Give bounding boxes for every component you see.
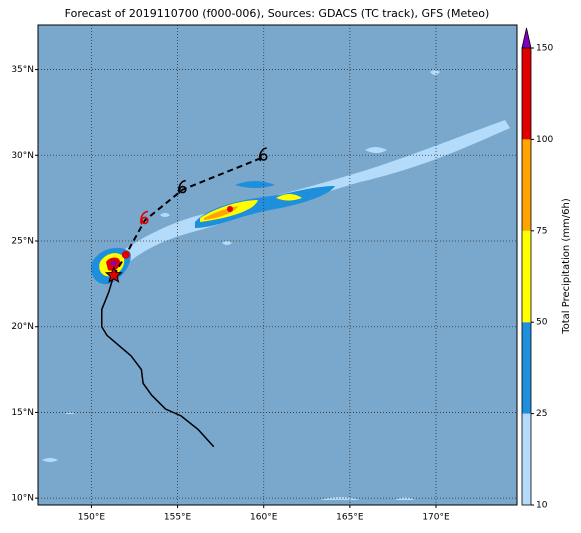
- y-tick-label: 10°N: [11, 494, 34, 504]
- x-tick-label: 150°E: [78, 513, 106, 523]
- storm-symbol: [140, 210, 149, 225]
- forecast-track: [112, 156, 265, 276]
- x-tick-label: 155°E: [164, 513, 192, 523]
- past-track: [101, 275, 215, 448]
- x-tick-label: 170°E: [422, 513, 450, 523]
- precipitation-field: [42, 70, 510, 500]
- colorbar-tick-label: 25: [536, 409, 547, 419]
- y-tick-label: 30°N: [11, 151, 34, 161]
- colorbar-tick-label: 10: [536, 501, 548, 511]
- colorbar-frame: [521, 47, 532, 506]
- colorbar-segment: [522, 413, 531, 505]
- colorbar-segment: [522, 230, 531, 323]
- colorbar-tick-label: 150: [536, 44, 553, 54]
- forecast-point: [121, 250, 130, 259]
- x-tick-label: 165°E: [336, 513, 364, 523]
- y-tick-label: 35°N: [11, 65, 34, 75]
- colorbar-tick-label: 75: [536, 226, 547, 236]
- y-tick-label: 15°N: [11, 408, 34, 418]
- current-position: [104, 265, 123, 283]
- colorbar-segment: [522, 139, 531, 231]
- colorbar: 10 25 50 75 100 150: [521, 27, 553, 511]
- tracks: [101, 147, 268, 448]
- colorbar-segment: [522, 48, 531, 140]
- storm-symbol: [178, 179, 187, 195]
- map-frame: [37, 24, 518, 506]
- colorbar-tick-label: 100: [536, 135, 553, 145]
- x-tick-label: 160°E: [250, 513, 278, 523]
- storm-symbol: [259, 147, 268, 162]
- colorbar-extension: [521, 27, 532, 49]
- grid: [38, 25, 517, 505]
- y-tick-label: 20°N: [11, 322, 34, 332]
- title: Forecast of 2019110700 (f000-006), Sourc…: [65, 7, 490, 20]
- colorbar-segment: [522, 322, 531, 414]
- colorbar-label: Total Precipitation (mm/6h): [561, 198, 572, 335]
- colorbar-tick-label: 50: [536, 318, 548, 328]
- y-tick-label: 25°N: [11, 237, 34, 247]
